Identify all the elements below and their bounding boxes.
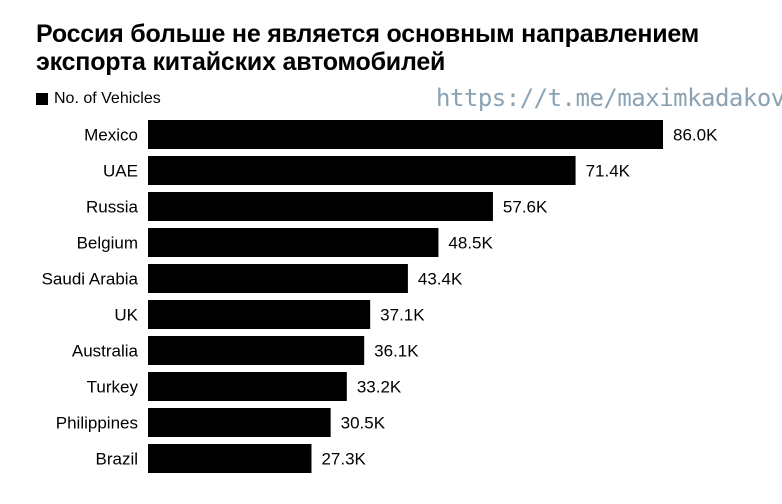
chart-title: Россия больше не является основным напра… [36,20,700,76]
category-label: Belgium [77,234,138,253]
bar [148,408,331,437]
bar [148,300,371,329]
watermark-link: https://t.me/maximkadakov [436,84,782,112]
bar [148,372,347,401]
legend: No. of Vehicles [36,89,161,109]
bar [148,444,312,473]
category-label: UAE [103,162,138,181]
bar [148,228,439,257]
value-label: 33.2K [357,378,402,397]
value-label: 37.1K [380,306,425,325]
bar [148,156,576,185]
legend-label: No. of Vehicles [54,90,161,107]
category-label: UK [114,306,138,325]
legend-swatch [36,93,48,105]
bar [148,120,663,149]
category-label: Philippines [56,414,138,433]
category-label: Russia [86,198,139,217]
bar [148,192,493,221]
value-label: 86.0K [673,126,718,145]
bar [148,264,408,293]
category-label: Turkey [87,378,139,397]
category-label: Saudi Arabia [42,270,139,289]
value-label: 57.6K [503,198,548,217]
category-label: Brazil [95,450,138,469]
value-label: 43.4K [418,270,463,289]
value-label: 27.3K [321,450,366,469]
value-label: 48.5K [448,234,493,253]
value-label: 30.5K [341,414,386,433]
value-label: 71.4K [586,162,631,181]
category-label: Mexico [84,126,138,145]
bar [148,336,365,365]
category-label: Australia [72,342,139,361]
value-label: 36.1K [374,342,419,361]
